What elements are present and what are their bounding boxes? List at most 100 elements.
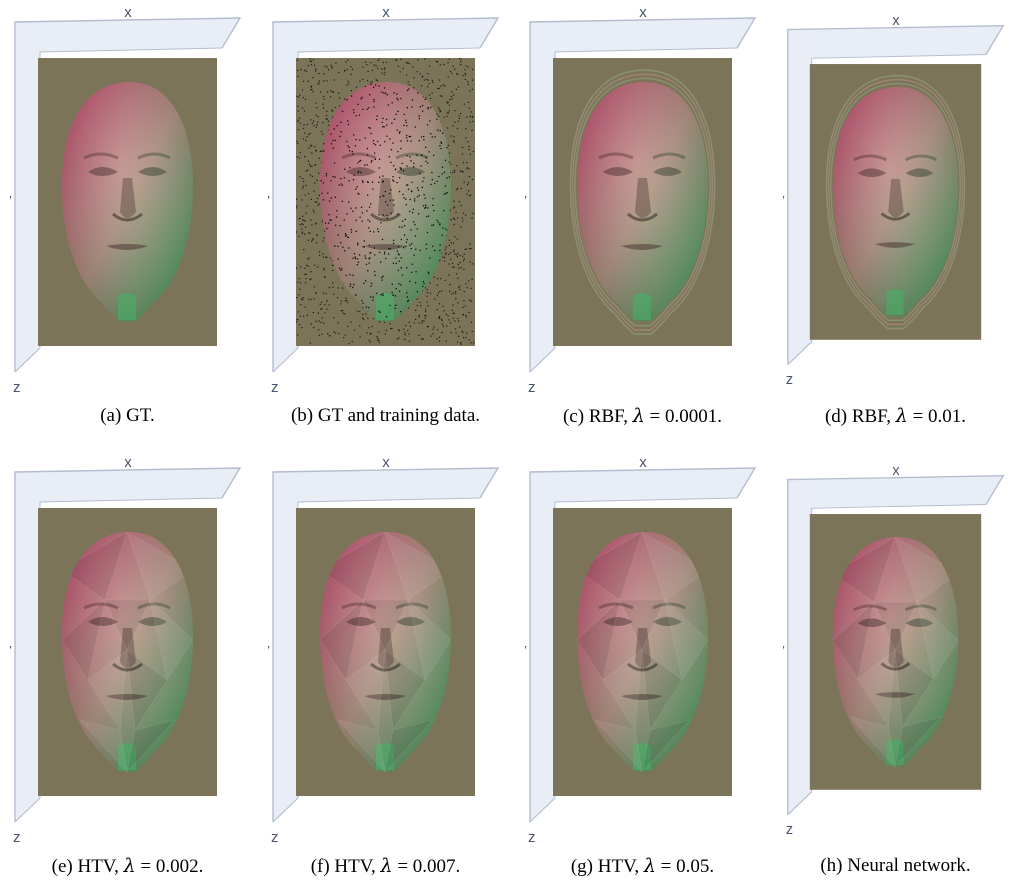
caption-d: (d) RBF, λ = 0.01. — [824, 405, 967, 427]
panel-d: x y z (d) RBF, λ = 0.01. — [783, 0, 1008, 430]
left-brow — [83, 602, 119, 610]
y-axis-label: y — [268, 191, 270, 208]
mouth — [874, 692, 916, 698]
mouth — [621, 694, 663, 700]
nose-base — [112, 212, 143, 222]
mesh-facets — [61, 531, 194, 772]
axis-frame-line — [529, 467, 757, 822]
mouth — [106, 694, 148, 700]
left-brow — [853, 604, 887, 612]
face-plot-a: x y z — [10, 4, 242, 396]
panel-a: x y z (a) GT. — [10, 0, 245, 430]
axis-frame-base — [272, 347, 299, 373]
nose — [888, 628, 904, 668]
x-axis-label: x — [892, 463, 900, 479]
axis-box — [530, 18, 755, 372]
axis-frame-line — [272, 467, 500, 822]
left-brow — [598, 152, 634, 160]
y-axis-label: y — [10, 641, 12, 658]
right-brow — [652, 602, 686, 610]
axis-frame-base — [529, 347, 556, 373]
caption-f: (f) HTV, λ = 0.007. — [310, 855, 461, 877]
nose-base — [370, 212, 401, 222]
left-eye — [603, 167, 633, 176]
face-plot-g: x y z — [525, 454, 757, 846]
axis-box — [787, 25, 1004, 365]
mouth — [874, 242, 916, 248]
left-brow — [341, 602, 377, 610]
axis-box — [273, 468, 498, 822]
x-axis-label: x — [382, 454, 390, 471]
axis-box — [15, 468, 240, 822]
nose-base — [627, 212, 658, 222]
chin — [376, 293, 394, 320]
y-axis-label: y — [268, 641, 270, 658]
axis-frame-base — [272, 797, 299, 823]
left-eye — [857, 168, 887, 178]
x-axis-label: x — [639, 454, 647, 471]
caption-g: (g) HTV, λ = 0.05. — [570, 855, 715, 877]
right-brow — [137, 602, 171, 610]
nose-base — [880, 212, 911, 221]
x-axis-label: x — [124, 454, 132, 471]
chin — [118, 743, 136, 770]
left-eye — [346, 167, 376, 176]
nose — [378, 178, 394, 218]
right-brow — [652, 152, 686, 160]
mouth — [364, 694, 406, 700]
right-eye — [396, 617, 425, 626]
axis-frame-base — [14, 347, 41, 373]
caption-h: (h) Neural network. — [820, 855, 971, 876]
z-axis-label: z — [271, 829, 279, 846]
face-features — [341, 152, 429, 320]
axis-box — [530, 468, 755, 822]
caption-c: (c) RBF, λ = 0.0001. — [562, 405, 722, 427]
axis-frame-base — [14, 797, 41, 823]
panel-h: x y z (h) Neural network. — [783, 450, 1008, 880]
z-axis-label: z — [13, 829, 21, 846]
rbf-ripples — [825, 74, 966, 330]
x-axis-label: x — [639, 4, 647, 21]
mesh-facets — [576, 531, 709, 772]
nose — [120, 628, 136, 668]
y-axis-label: y — [783, 642, 785, 658]
left-eye — [603, 617, 633, 626]
panel-e: x y z (e) HTV, λ = 0.002. — [10, 450, 245, 880]
mesh-facets — [319, 531, 452, 772]
face-features — [598, 602, 686, 770]
caption-a: (a) GT. — [100, 405, 155, 426]
right-brow — [904, 604, 937, 612]
caption-b: (b) GT and training data. — [290, 405, 481, 426]
axis-frame-line — [14, 17, 242, 372]
chin — [633, 293, 651, 320]
face-shading — [832, 86, 959, 317]
y-axis-label: y — [525, 191, 527, 208]
left-eye — [88, 167, 118, 176]
axis-box — [273, 18, 498, 372]
y-axis-label: y — [525, 641, 527, 658]
right-eye — [396, 167, 425, 176]
panel-g: x y z (g) HTV, λ = 0.05. — [525, 450, 760, 880]
left-eye — [346, 617, 376, 626]
axis-frame-line — [529, 17, 757, 372]
face-shading — [61, 531, 194, 772]
z-axis-label: z — [786, 822, 793, 838]
x-axis-label: x — [124, 4, 132, 21]
face-shading — [832, 536, 959, 767]
axis-frame-base — [529, 797, 556, 823]
y-axis-label: y — [783, 192, 785, 208]
x-axis-label: x — [892, 13, 900, 29]
nose-base — [627, 662, 658, 672]
face-features — [83, 602, 171, 770]
chin — [118, 293, 136, 320]
face-plot-c: x y z — [525, 4, 757, 396]
nose — [635, 628, 651, 668]
face-features — [853, 154, 937, 315]
x-axis-label: x — [382, 4, 390, 21]
z-axis-label: z — [528, 829, 536, 846]
right-brow — [137, 152, 171, 160]
z-axis-label: z — [786, 372, 793, 388]
face-shading — [61, 81, 194, 322]
face-plot-e: x y z — [10, 454, 242, 846]
nose-base — [112, 662, 143, 672]
